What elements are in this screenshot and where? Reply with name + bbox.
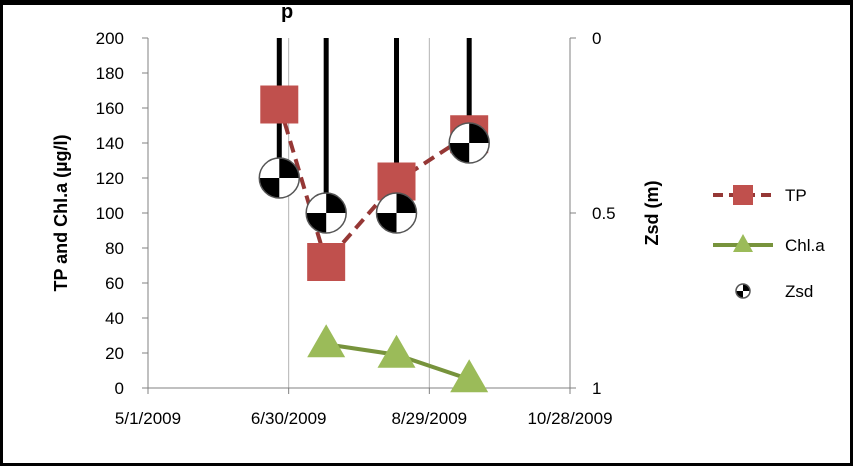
zsd-quadrant-dark	[736, 291, 743, 298]
y2-axis-title: Zsd (m)	[642, 180, 662, 245]
legend: TP Chl.a Zsd	[713, 185, 825, 301]
legend-tp-marker	[733, 185, 753, 205]
legend-zsd-label: Zsd	[785, 282, 813, 301]
zsd-quadrant-dark	[306, 213, 327, 233]
zsd-quadrant-dark	[396, 193, 417, 213]
y-tick-label: 180	[96, 64, 124, 83]
chla-point	[450, 359, 489, 393]
zsd-outline	[448, 122, 490, 164]
chla-point	[307, 324, 346, 358]
y-tick-label: 140	[96, 134, 124, 153]
zsd-outline	[258, 157, 301, 199]
legend-zsd-marker	[735, 283, 751, 299]
x-tick-label: 8/29/2009	[392, 409, 468, 428]
legend-chla-marker	[733, 234, 753, 252]
legend-chla-label: Chl.a	[785, 236, 825, 255]
axes	[142, 37, 576, 394]
legend-tp-label: TP	[785, 186, 807, 205]
y-tick-label: 60	[105, 274, 124, 293]
tp-point	[260, 85, 299, 124]
y-tick-label: 40	[105, 309, 124, 328]
tp-point	[307, 243, 346, 281]
zsd-quadrant-dark	[449, 143, 470, 163]
chart-canvas: p 5/1/2009 6/30/2009 8/29/2009 10/28/2009 0 2…	[51, 5, 825, 428]
zsd-quadrant-dark	[376, 213, 397, 233]
y-tick-label: 80	[105, 239, 124, 258]
y-tick-label: 200	[96, 29, 124, 48]
zsd-outline	[735, 283, 751, 299]
tp-line	[277, 103, 471, 267]
plot-area	[258, 38, 490, 393]
grid	[147, 38, 571, 388]
zsd-quadrant-dark	[279, 158, 300, 178]
x-tick-label: 6/30/2009	[251, 409, 327, 428]
x-tick-label: 10/28/2009	[527, 409, 612, 428]
zsd-point	[448, 122, 490, 164]
zsd-outline	[305, 192, 347, 234]
y-axis-title: TP and Chl.a (µg/l)	[51, 134, 71, 291]
zsd-point	[375, 192, 418, 234]
y-tick-label: 20	[105, 344, 124, 363]
chart-title-fragment: p	[281, 5, 293, 23]
y2-tick-label: 0	[592, 29, 601, 48]
zsd-quadrant-dark	[326, 193, 347, 213]
y2-tick-label: 0.5	[592, 204, 616, 223]
y-tick-label: 120	[96, 169, 124, 188]
y-tick-label: 100	[96, 204, 124, 223]
y-tick-label: 160	[96, 99, 124, 118]
x-tick-label: 5/1/2009	[115, 409, 181, 428]
zsd-point	[258, 157, 301, 199]
zsd-quadrant-dark	[259, 178, 280, 198]
chla-point	[377, 334, 416, 368]
zsd-point	[305, 192, 347, 234]
y-tick-label: 0	[115, 379, 124, 398]
y2-tick-label: 1	[592, 379, 601, 398]
zsd-outline	[375, 192, 418, 234]
zsd-quadrant-dark	[743, 284, 750, 291]
tick-labels: 5/1/2009 6/30/2009 8/29/2009 10/28/2009 0 20 4…	[96, 29, 616, 428]
zsd-quadrant-dark	[469, 123, 490, 143]
